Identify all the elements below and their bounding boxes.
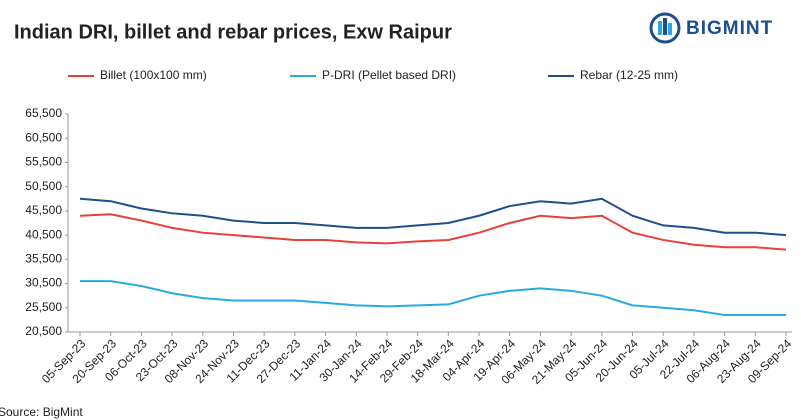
legend-label: Billet (100x100 mm) <box>100 68 207 82</box>
y-tick-label: 35,500 <box>25 252 62 266</box>
y-tick-label: 55,500 <box>25 155 62 169</box>
chart-title: Indian DRI, billet and rebar prices, Exw… <box>14 21 452 43</box>
legend-label: P-DRI (Pellet based DRI) <box>322 68 456 82</box>
y-tick-label: 20,500 <box>25 324 62 338</box>
brand: BIGMINT <box>686 18 773 39</box>
y-tick-label: 40,500 <box>25 227 62 241</box>
series-line <box>79 213 787 251</box>
logo-icon <box>649 12 681 44</box>
y-tick-label: 60,500 <box>25 130 62 144</box>
source: Source: BigMint <box>0 405 83 419</box>
legend-label: Rebar (12-25 mm) <box>580 68 678 82</box>
y-tick-label: 50,500 <box>25 179 62 193</box>
y-tick-label: 30,500 <box>25 276 62 290</box>
y-tick-label: 45,500 <box>25 203 62 217</box>
series-line <box>80 280 786 317</box>
series-line <box>79 197 787 237</box>
y-tick-label: 25,500 <box>25 300 62 314</box>
y-tick-label: 65,500 <box>25 106 62 120</box>
